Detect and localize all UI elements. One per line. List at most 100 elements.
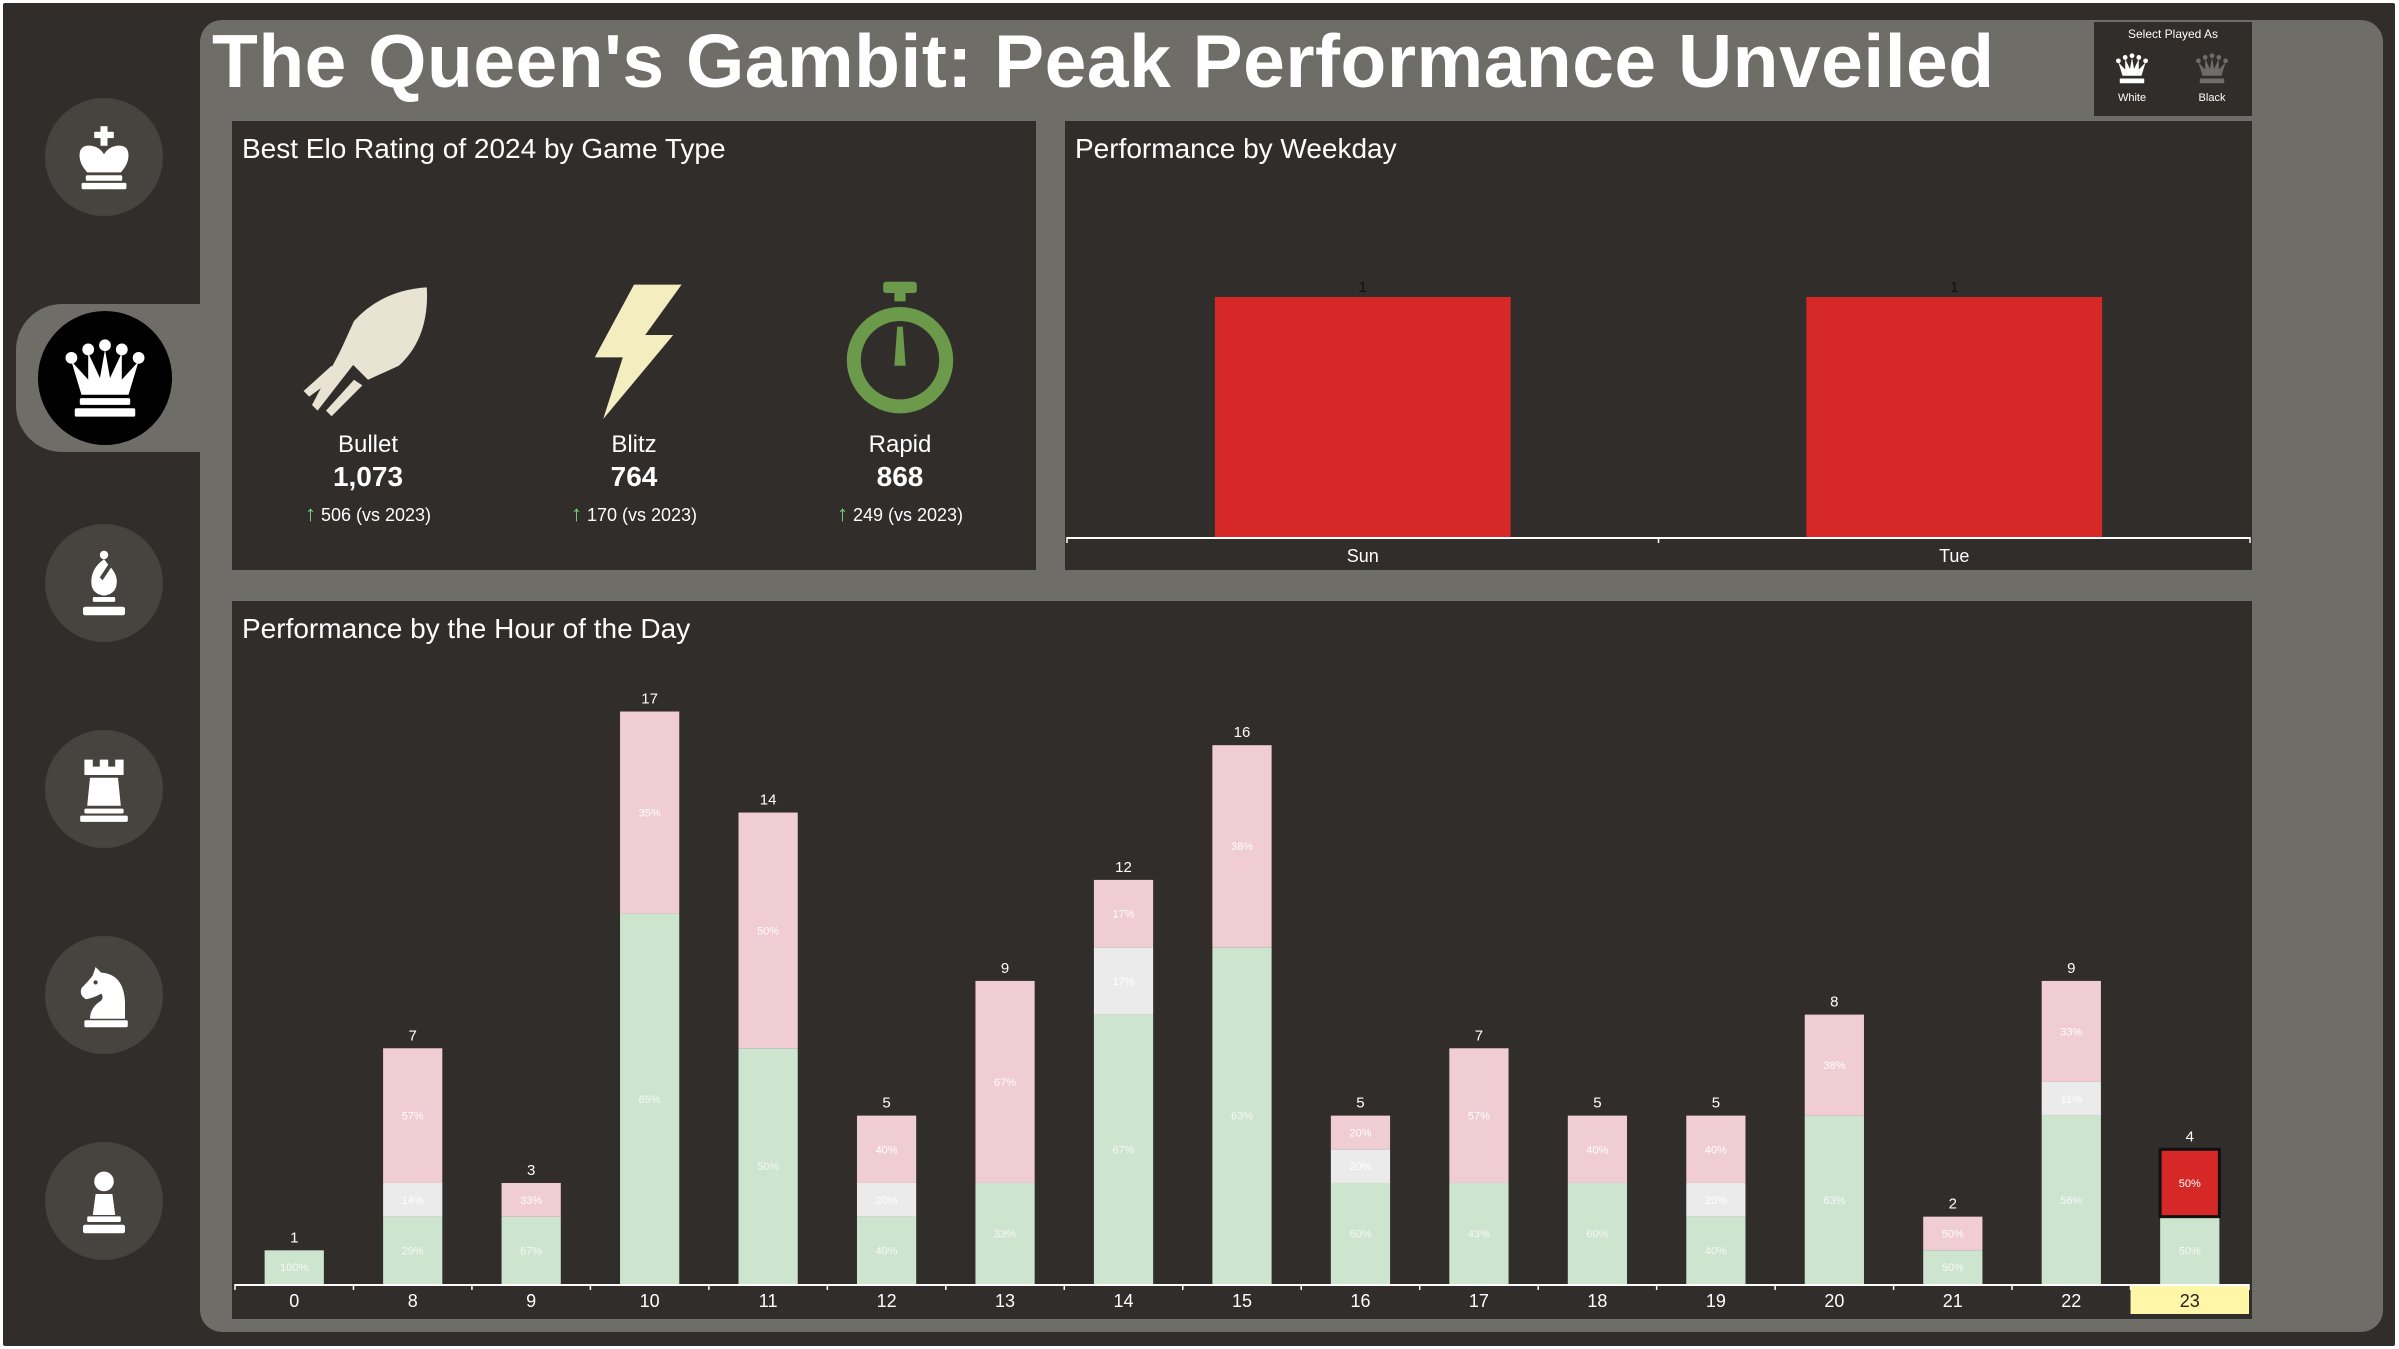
weekday-bar[interactable] bbox=[1806, 297, 2103, 537]
hour-bar-segment-loss[interactable] bbox=[738, 812, 798, 1049]
elo-bullet-name: Bullet bbox=[337, 431, 399, 458]
hour-bar-total-label: 16 bbox=[1234, 724, 1251, 741]
bishop-icon bbox=[83, 550, 125, 616]
hour-segment-percent-label: 57% bbox=[402, 1111, 424, 1123]
hour-segment-percent-label: 33% bbox=[2060, 1026, 2082, 1038]
hour-bar-segment-loss[interactable] bbox=[1449, 1048, 1509, 1183]
hour-segment-percent-label: 50% bbox=[1942, 1228, 1964, 1240]
hour-segment-percent-label: 35% bbox=[639, 808, 661, 820]
hour-tick-label: 13 bbox=[995, 1291, 1015, 1311]
hour-bar-segment-win[interactable] bbox=[620, 913, 680, 1284]
hour-bar-segment-draw[interactable] bbox=[2041, 1081, 2101, 1116]
hour-bar-total-label: 5 bbox=[1593, 1095, 1601, 1112]
hour-bar-segment-loss[interactable] bbox=[620, 711, 680, 914]
nav-rook-button[interactable] bbox=[45, 730, 163, 848]
hour-bar-segment-win[interactable] bbox=[975, 1182, 1035, 1284]
played-as-white-option[interactable]: White bbox=[2102, 52, 2162, 104]
hour-bar-total-label: 2 bbox=[1949, 1196, 1957, 1213]
nav-queen-button[interactable] bbox=[38, 311, 172, 445]
hour-bar-segment-draw[interactable] bbox=[1093, 947, 1154, 1015]
hour-tick-label: 10 bbox=[640, 1291, 660, 1311]
dashboard-title: The Queen's Gambit: Peak Performance Unv… bbox=[212, 19, 1995, 103]
hour-bar-segment-win[interactable] bbox=[856, 1216, 917, 1284]
hour-tick-label: 9 bbox=[526, 1291, 536, 1311]
hour-bar-total-label: 9 bbox=[1001, 960, 1009, 977]
hour-bar-segment-loss[interactable] bbox=[2041, 980, 2101, 1082]
hour-bar-total-label: 7 bbox=[409, 1027, 417, 1044]
hour-bar-segment-loss[interactable] bbox=[1804, 1014, 1864, 1116]
hour-segment-percent-label: 43% bbox=[1468, 1228, 1490, 1240]
hour-tick-label: 14 bbox=[1114, 1291, 1134, 1311]
hour-bar-segment-loss[interactable] bbox=[1093, 879, 1154, 948]
weekday-bar[interactable] bbox=[1214, 297, 1511, 537]
hour-bar-segment-win[interactable] bbox=[1212, 947, 1272, 1284]
hour-bar-segment-draw[interactable] bbox=[856, 1182, 917, 1217]
elo-panel: Best Elo Rating of 2024 by Game Type Bul… bbox=[232, 121, 1036, 570]
hour-bar-segment-loss[interactable] bbox=[1212, 745, 1272, 948]
hour-segment-percent-label: 67% bbox=[994, 1077, 1016, 1089]
hour-bar-segment-draw[interactable] bbox=[1330, 1149, 1391, 1183]
hour-segment-percent-label: 17% bbox=[1113, 909, 1135, 921]
hour-bar-segment-win[interactable] bbox=[1923, 1250, 1983, 1284]
hour-bar-total-label: 17 bbox=[641, 691, 658, 708]
hour-segment-percent-label: 20% bbox=[1705, 1195, 1727, 1207]
hour-selected-category-highlight bbox=[2130, 1286, 2249, 1314]
hour-bar-segment-draw[interactable] bbox=[383, 1182, 443, 1217]
hour-segment-percent-label: 20% bbox=[1349, 1161, 1371, 1173]
queen-icon bbox=[65, 339, 145, 417]
hour-bar-segment-win[interactable] bbox=[264, 1250, 324, 1284]
elo-blitz-delta: 170 (vs 2023) bbox=[586, 505, 698, 525]
hour-bar-segment-win[interactable] bbox=[1804, 1115, 1864, 1284]
hour-segment-percent-label: 14% bbox=[402, 1195, 424, 1207]
hour-bar-segment-win[interactable] bbox=[2160, 1216, 2220, 1284]
nav-knight-button[interactable] bbox=[45, 936, 163, 1054]
hour-bar-segment-loss[interactable] bbox=[2158, 1147, 2221, 1219]
hour-bar-segment-win[interactable] bbox=[383, 1216, 443, 1284]
hour-bar-segment-win[interactable] bbox=[738, 1048, 798, 1284]
hour-segment-percent-label: 50% bbox=[2179, 1178, 2201, 1190]
hour-bar-segment-win[interactable] bbox=[2041, 1115, 2101, 1284]
hour-bar-segment-win[interactable] bbox=[1093, 1014, 1154, 1284]
hour-bar-segment-win[interactable] bbox=[1686, 1216, 1746, 1284]
hour-bar-segment-loss[interactable] bbox=[975, 980, 1035, 1183]
hour-tick-label: 11 bbox=[759, 1291, 778, 1311]
hour-bar-segment-loss[interactable] bbox=[383, 1048, 443, 1183]
elo-rapid-name: Rapid bbox=[868, 431, 932, 458]
hour-bar-segment-win[interactable] bbox=[501, 1216, 561, 1284]
hour-bar-segment-loss[interactable] bbox=[856, 1115, 917, 1183]
hour-segment-percent-label: 56% bbox=[2060, 1195, 2082, 1207]
up-arrow-icon: ↑ bbox=[304, 501, 316, 526]
hour-bar-total-label: 14 bbox=[760, 792, 777, 809]
hour-panel: Performance by the Hour of the Day 100% 1… bbox=[232, 601, 2252, 1319]
hour-segment-percent-label: 40% bbox=[876, 1245, 898, 1257]
nav-king-button[interactable] bbox=[45, 98, 163, 216]
hour-bar-segment-loss[interactable] bbox=[1330, 1115, 1391, 1150]
black-queen-icon bbox=[2196, 53, 2228, 84]
hour-bar-segment-loss[interactable] bbox=[1567, 1115, 1628, 1183]
hour-bar-total-label: 1 bbox=[290, 1229, 298, 1246]
hour-bar-total-label: 5 bbox=[1356, 1095, 1364, 1112]
hour-bar-segment-win[interactable] bbox=[1567, 1182, 1628, 1284]
elo-bullet-delta-row: ↑ 506 (vs 2023) bbox=[248, 501, 488, 527]
elo-blitz-value: 764 bbox=[610, 461, 658, 492]
hour-tick-label: 20 bbox=[1824, 1291, 1844, 1311]
hour-bar-segment-draw[interactable] bbox=[1686, 1182, 1746, 1217]
hour-bar-segment-win[interactable] bbox=[1449, 1182, 1509, 1284]
hour-segment-percent-label: 57% bbox=[1468, 1111, 1490, 1123]
hour-bar-segment-loss[interactable] bbox=[1923, 1216, 1983, 1251]
hour-bar-total-label: 3 bbox=[527, 1162, 535, 1179]
elo-bullet-value: 1,073 bbox=[332, 461, 404, 492]
hour-bar-segment-loss[interactable] bbox=[1686, 1115, 1746, 1183]
played-as-black-option[interactable]: Black bbox=[2182, 52, 2242, 104]
hour-bar-segment-loss[interactable] bbox=[501, 1182, 561, 1217]
elo-blitz: Blitz 764 ↑ 170 (vs 2023) bbox=[514, 279, 754, 527]
hour-bar-segment-win[interactable] bbox=[1330, 1182, 1391, 1284]
nav-bishop-button[interactable] bbox=[45, 524, 163, 642]
hour-tick-label: 19 bbox=[1706, 1291, 1726, 1311]
hour-bar-total-label: 5 bbox=[882, 1095, 890, 1112]
hour-tick-label: 0 bbox=[289, 1291, 299, 1311]
hour-tick-label: 17 bbox=[1469, 1291, 1489, 1311]
elo-panel-title: Best Elo Rating of 2024 by Game Type bbox=[242, 133, 726, 164]
hour-segment-percent-label: 63% bbox=[1231, 1111, 1253, 1123]
nav-pawn-button[interactable] bbox=[45, 1142, 163, 1260]
